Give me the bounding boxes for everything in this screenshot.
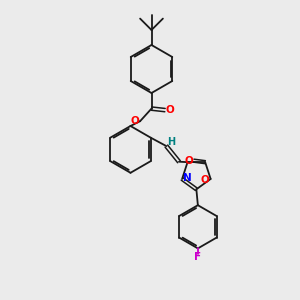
- Text: O: O: [185, 156, 194, 166]
- Text: O: O: [165, 105, 174, 115]
- Text: F: F: [194, 252, 201, 262]
- Text: N: N: [183, 173, 192, 183]
- Text: O: O: [201, 176, 210, 185]
- Text: O: O: [130, 116, 140, 126]
- Text: H: H: [167, 137, 175, 147]
